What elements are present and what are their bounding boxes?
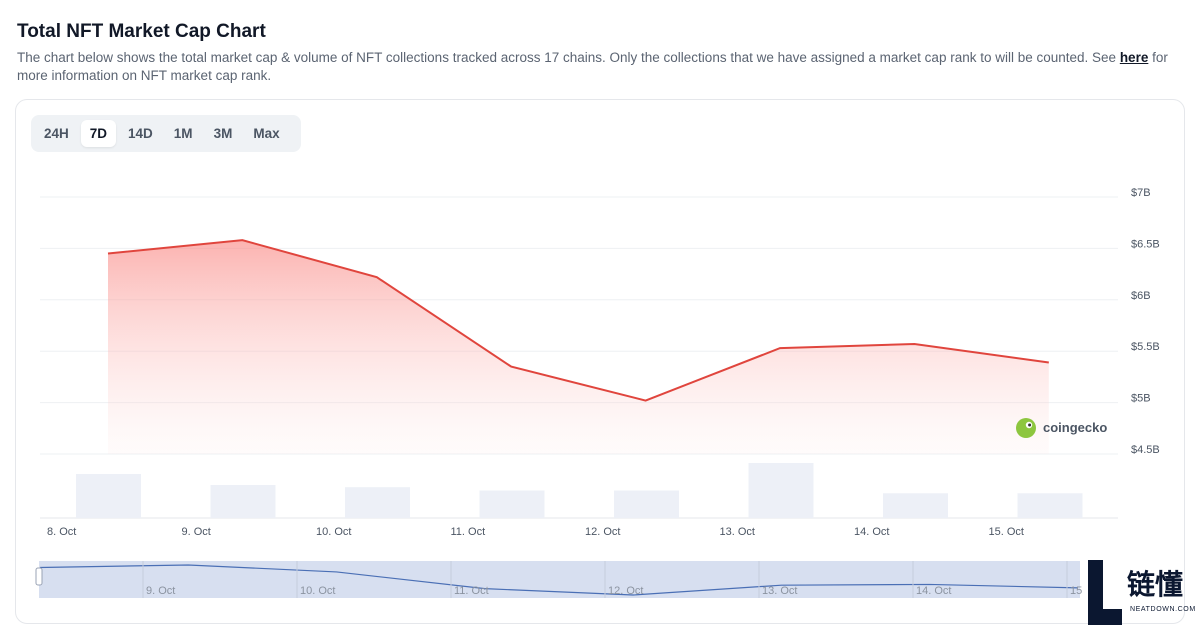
- volume-bar[interactable]: [479, 490, 545, 519]
- navigator-tick-label: 11. Oct: [454, 585, 489, 597]
- watermark-en-text: NEATDOWN.COM: [1130, 606, 1196, 613]
- navigator-tick-label: 10. Oct: [300, 585, 335, 597]
- x-tick-label: 8. Oct: [47, 526, 76, 538]
- y-tick-label: $7B: [1131, 187, 1151, 199]
- rank-info-link[interactable]: here: [1119, 50, 1149, 65]
- tab-24h[interactable]: 24H: [44, 126, 69, 141]
- gecko-icon: [1016, 418, 1036, 438]
- time-range-tabs: 24H 7D 14D 1M 3M Max: [31, 115, 301, 152]
- navigator-line: [39, 564, 1079, 596]
- description-text-end: for more information on NFT market cap r…: [17, 50, 1168, 83]
- description-text: The chart below shows the total market c…: [17, 50, 1120, 65]
- tab-7d[interactable]: 7D: [80, 120, 117, 147]
- market-cap-area: [107, 239, 1049, 454]
- volume-bar[interactable]: [614, 490, 679, 519]
- volume-bar[interactable]: [76, 474, 141, 518]
- x-tick-label: 12. Oct: [585, 526, 620, 538]
- x-tick-label: 14. Oct: [854, 526, 889, 538]
- y-tick-label: $5.5B: [1131, 341, 1160, 353]
- page-description: The chart below shows the total market c…: [17, 49, 1187, 85]
- y-tick-label: $6B: [1131, 290, 1151, 302]
- navigator-tick-label: 15: [1070, 585, 1082, 597]
- y-axis-labels: $4.5B $5B $5.5B $6B $6.5B $7B: [1131, 187, 1160, 456]
- volume-bar[interactable]: [210, 485, 276, 518]
- x-tick-label: 13. Oct: [720, 526, 755, 538]
- volume-bar[interactable]: [883, 493, 948, 518]
- volume-bars: [76, 463, 1083, 518]
- volume-bar[interactable]: [1017, 493, 1083, 518]
- watermark-logo-icon: [1088, 560, 1122, 625]
- coingecko-logo: coingecko: [1016, 418, 1107, 438]
- x-tick-label: 9. Oct: [182, 526, 211, 538]
- navigator-tick-label: 14. Oct: [916, 585, 951, 597]
- navigator-tick-label: 9. Oct: [146, 585, 175, 597]
- navigator-tick-label: 12. Oct: [608, 585, 643, 597]
- page-title: Total NFT Market Cap Chart: [17, 21, 266, 42]
- volume-bar[interactable]: [345, 487, 410, 518]
- y-tick-label: $5B: [1131, 393, 1151, 405]
- neatdown-watermark: 链懂 NEATDOWN.COM: [1088, 560, 1196, 625]
- tab-14d[interactable]: 14D: [128, 126, 153, 141]
- volume-bar[interactable]: [748, 463, 814, 518]
- y-tick-label: $4.5B: [1131, 444, 1160, 456]
- tab-max[interactable]: Max: [253, 126, 280, 141]
- market-cap-line[interactable]: [107, 239, 1049, 402]
- navigator-left-handle[interactable]: [35, 567, 43, 586]
- navigator-tick-label: 13. Oct: [762, 585, 797, 597]
- x-tick-label: 10. Oct: [316, 526, 351, 538]
- y-tick-label: $6.5B: [1131, 238, 1160, 250]
- tab-1m[interactable]: 1M: [173, 126, 193, 141]
- x-axis-labels: 8. Oct 9. Oct 10. Oct 11. Oct 12. Oct 13. Oct…: [47, 526, 1024, 538]
- watermark-cn-text: 链懂: [1127, 569, 1183, 600]
- market-cap-fill: [108, 240, 1049, 454]
- range-navigator[interactable]: 9. Oct 10. Oct 11. Oct 12. Oct 13. Oct 14. Oc…: [35, 561, 1082, 598]
- coingecko-logo-text: coingecko: [1043, 420, 1107, 435]
- x-tick-label: 15. Oct: [989, 526, 1024, 538]
- x-tick-label: 11. Oct: [451, 526, 486, 538]
- tab-3m[interactable]: 3M: [213, 126, 233, 141]
